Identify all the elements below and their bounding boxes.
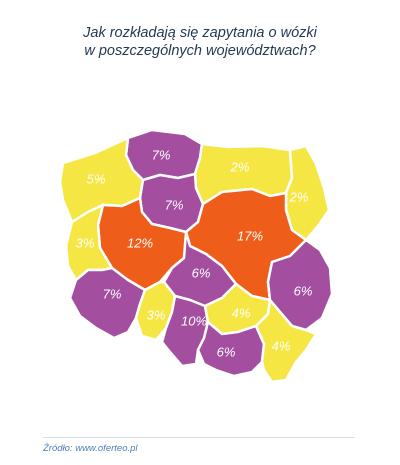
region-opolskie[interactable]: 3% <box>134 280 177 342</box>
label-kujawsko-pomorskie: 7% <box>165 197 184 212</box>
label-wielkopolskie: 12% <box>127 235 153 250</box>
label-zachodniopomorskie: 5% <box>87 171 106 186</box>
label-slaskie: 10% <box>181 313 207 328</box>
label-pomorskie: 7% <box>152 147 171 162</box>
label-lubelskie: 6% <box>294 283 313 298</box>
label-swietokrzyskie: 4% <box>232 305 251 320</box>
region-pomorskie[interactable]: 7% <box>124 128 204 182</box>
label-mazowieckie: 17% <box>237 228 263 243</box>
region-lubuskie[interactable]: 3% <box>64 203 114 282</box>
label-warminsko-mazurskie: 2% <box>230 159 250 174</box>
title-line-2: w poszczególnych województwach? <box>84 43 316 59</box>
label-malopolskie: 6% <box>217 344 236 359</box>
label-lodzkie: 6% <box>192 265 211 280</box>
label-podlaskie: 2% <box>289 189 309 204</box>
region-malopolskie[interactable]: 6% <box>196 320 266 378</box>
label-podkarpackie: 4% <box>272 338 291 353</box>
label-opolskie: 3% <box>147 307 166 322</box>
label-dolnoslaskie: 7% <box>103 286 122 301</box>
region-podlaskie[interactable]: 2% <box>284 144 331 242</box>
source-note: Źródło: www.oferteo.pl <box>43 443 138 454</box>
title-line-1: Jak rozkładają się zapytania o wózki <box>83 25 317 41</box>
label-lubuskie: 3% <box>76 235 95 250</box>
source-divider <box>43 437 355 438</box>
map-title: Jak rozkładają się zapytania o wózki w p… <box>0 24 400 60</box>
region-podkarpackie[interactable]: 4% <box>254 298 318 384</box>
